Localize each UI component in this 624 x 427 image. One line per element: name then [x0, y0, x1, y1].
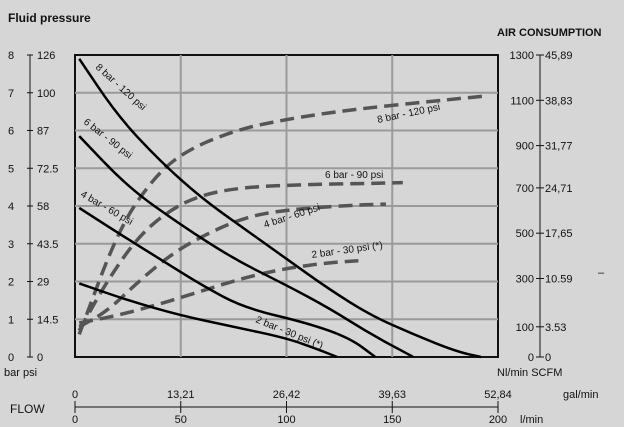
y-tick-label-bar: 6 — [8, 126, 14, 138]
x-tick-label-lmin: 50 — [175, 414, 187, 426]
y-tick-label-psi: 14.5 — [37, 314, 58, 326]
pressure-curve-label: 4 bar - 60 psi — [79, 189, 135, 228]
right-tick-label-nl: 1100 — [510, 95, 534, 107]
air-consumption-curve — [77, 94, 488, 335]
right-tick-label-nl: 700 — [516, 183, 534, 195]
pressure-curves — [78, 58, 482, 359]
y-tick-label-bar: 7 — [8, 88, 14, 100]
left-axis-units: bar psi — [4, 367, 37, 379]
y-tick-label-bar: 0 — [8, 352, 14, 364]
right-edge-mark: – — [598, 267, 605, 279]
air-consumption-curve — [78, 202, 386, 329]
y-tick-label-psi: 58 — [37, 201, 49, 213]
right-tick-label-nl: 900 — [516, 141, 534, 153]
pressure-curve — [78, 135, 414, 359]
air-curve-label: 6 bar - 90 psi — [325, 170, 383, 181]
y-tick-label-psi: 72.5 — [37, 163, 58, 175]
right-tick-label-scfm: 24,71 — [545, 183, 573, 195]
chart-title: Fluid pressure — [8, 11, 91, 25]
x-tick-label-lmin: 100 — [277, 414, 295, 426]
pressure-curve — [78, 58, 482, 359]
air-consumption-curve — [77, 180, 404, 332]
x-tick-label-lmin: 200 — [489, 414, 507, 426]
plot-grid — [74, 54, 499, 358]
flow-label: FLOW — [10, 402, 45, 416]
right-tick-label-nl: 0 — [528, 352, 534, 364]
x-tick-label-gal: 13,21 — [167, 389, 195, 401]
right-tick-label-scfm: 17,65 — [545, 228, 573, 240]
x-tick-label-gal: 39,63 — [378, 389, 406, 401]
y-tick-label-psi: 0 — [37, 352, 43, 364]
y-tick-label-psi: 29 — [37, 277, 49, 289]
x-unit-gal: gal/min — [563, 389, 598, 401]
x-tick-label-lmin: 0 — [72, 414, 78, 426]
x-tick-label-gal: 52,84 — [484, 389, 512, 401]
y-tick-label-bar: 5 — [8, 163, 14, 175]
y-tick-label-psi: 126 — [37, 50, 55, 62]
right-tick-label-scfm: 45,89 — [545, 50, 573, 62]
y-tick-label-bar: 4 — [8, 201, 14, 213]
right-tick-label-scfm: 3.53 — [545, 322, 566, 334]
x-tick-label-gal: 26,42 — [273, 389, 301, 401]
right-axis-title: AIR CONSUMPTION — [497, 27, 602, 39]
right-tick-label-nl: 1300 — [510, 50, 534, 62]
air-consumption-curves — [77, 94, 488, 335]
pressure-curve — [78, 206, 377, 359]
right-tick-label-nl: 500 — [516, 228, 534, 240]
right-tick-label-scfm: 0 — [545, 352, 551, 364]
y-tick-label-bar: 2 — [8, 277, 14, 289]
right-tick-label-nl: 100 — [516, 322, 534, 334]
x-tick-label-lmin: 150 — [383, 414, 401, 426]
x-unit-lmin: l/min — [520, 414, 543, 426]
y-tick-label-bar: 3 — [8, 239, 14, 251]
y-tick-label-psi: 43.5 — [37, 239, 58, 251]
y-tick-label-psi: 87 — [37, 126, 49, 138]
right-axis-units: Nl/min SCFM — [497, 367, 562, 379]
right-tick-label-scfm: 38,83 — [545, 95, 573, 107]
air-consumption-curve — [78, 258, 359, 325]
x-tick-label-gal: 0 — [72, 389, 78, 401]
y-tick-label-psi: 100 — [37, 88, 55, 100]
pressure-curve — [78, 282, 338, 359]
y-tick-label-bar: 1 — [8, 314, 14, 326]
pressure-curve-label: 8 bar - 120 psi — [93, 62, 148, 113]
right-tick-label-nl: 300 — [516, 273, 534, 285]
y-tick-label-bar: 8 — [8, 50, 14, 62]
right-tick-label-scfm: 10.59 — [545, 273, 573, 285]
right-tick-label-scfm: 31,77 — [545, 141, 573, 153]
